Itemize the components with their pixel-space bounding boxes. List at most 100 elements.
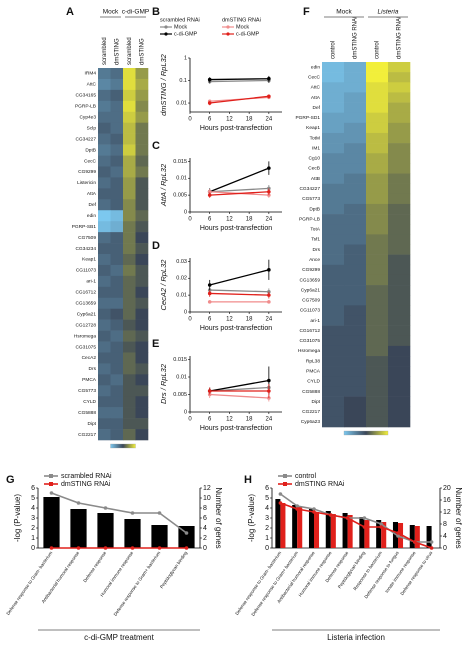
x-tick-label: 12 <box>226 117 233 123</box>
x-axis-label: Hours post-transfection <box>200 425 272 432</box>
data-point <box>184 531 189 535</box>
heatmap-cell <box>98 199 111 211</box>
heatmap-cell <box>366 112 389 124</box>
heatmap-cell <box>135 243 149 255</box>
row-label: CG5773 <box>78 388 96 394</box>
bar <box>414 526 420 548</box>
heatmap-cell <box>388 112 411 124</box>
y-axis-label: AttA / RpL32 <box>159 163 168 207</box>
heatmap-cell <box>110 352 124 364</box>
heatmap-cell <box>110 68 124 80</box>
y-tick-label: 0.015 <box>173 357 187 363</box>
x-tick-label: 12 <box>226 217 233 223</box>
heatmap-cell <box>135 133 149 145</box>
heatmap-cell <box>322 356 345 367</box>
heatmap-cell <box>110 210 124 222</box>
y-tick-label: 0.02 <box>176 276 187 282</box>
x-tick-label: 24 <box>266 117 273 123</box>
series-line <box>209 292 269 296</box>
y-tick-label: 0 <box>31 545 35 552</box>
data-point <box>184 546 189 550</box>
row-label: Drs <box>313 247 321 253</box>
heatmap-cell <box>135 254 149 266</box>
heatmap-cell <box>344 102 367 113</box>
heatmap-cell <box>366 345 389 357</box>
row-label: Sclp <box>87 125 97 131</box>
heatmap-cell <box>110 232 124 244</box>
heatmap-cell <box>123 264 136 277</box>
heatmap-cell <box>322 285 345 296</box>
column-label: dmSTING <box>114 38 120 65</box>
column-label: control <box>375 41 381 59</box>
heatmap-cell <box>110 418 124 430</box>
heatmap-cell <box>110 221 124 233</box>
heatmap-cell <box>344 234 367 245</box>
legend-label: Mock <box>174 24 187 30</box>
heatmap-cell <box>135 100 149 113</box>
x-tick-label: 18 <box>246 317 253 323</box>
row-label: AttA <box>311 95 321 101</box>
heatmap-cell <box>98 221 111 233</box>
data-point <box>207 283 212 287</box>
row-label: PGRP-LB <box>299 216 320 222</box>
row-label: edin <box>311 64 320 70</box>
y-tick-label: 3 <box>265 515 269 522</box>
x-axis-label: Hours post-transfection <box>200 225 272 232</box>
heatmap-cell <box>366 214 389 225</box>
row-label: Dipt <box>311 399 320 405</box>
heatmap-cell <box>388 356 411 367</box>
series-line <box>209 393 269 399</box>
bar <box>364 520 370 548</box>
heatmap-cell <box>123 352 136 364</box>
data-point <box>49 491 54 495</box>
data-point <box>379 522 384 526</box>
data-point <box>76 501 81 505</box>
y-tick-label: 0 <box>265 545 269 552</box>
heatmap-cell <box>388 92 411 103</box>
data-point <box>103 546 108 550</box>
heatmap-cell <box>322 82 345 93</box>
data-point <box>295 507 300 511</box>
row-label: Cyp6a21 <box>77 311 97 317</box>
heatmap-cell <box>110 166 124 178</box>
y-tick-label: 1 <box>184 55 187 61</box>
panel-letter: H <box>244 474 252 486</box>
legend-marker <box>164 25 168 29</box>
heatmap-cell <box>388 335 411 347</box>
heatmap-cell <box>322 132 345 144</box>
heatmap-cell <box>388 132 411 144</box>
heatmap-cell <box>123 396 136 408</box>
bar <box>325 511 331 548</box>
data-point <box>379 525 384 529</box>
heatmap-cell <box>135 68 149 80</box>
heatmap-cell <box>98 89 111 102</box>
row-label: DptB <box>309 206 320 212</box>
heatmap-cell <box>98 68 111 80</box>
heatmap-cell <box>322 254 345 266</box>
heatmap-cell <box>366 173 389 184</box>
heatmap-cell <box>123 78 136 91</box>
row-label: PGRP-SB1 <box>72 224 97 230</box>
row-label: CG16712 <box>299 328 320 334</box>
y-axis-label: -log (P-value) <box>247 494 256 542</box>
heatmap-cell <box>135 199 149 211</box>
legend-label: c-di-GMP <box>174 31 198 37</box>
heatmap-cell <box>322 244 345 255</box>
row-label: Hsromega <box>298 348 320 354</box>
heatmap-cell <box>366 143 389 154</box>
heatmap-cell <box>322 234 345 245</box>
row-label: CG2217 <box>302 409 320 415</box>
y2-tick-label: 4 <box>203 525 207 532</box>
heatmap-cell <box>110 264 124 277</box>
heatmap-cell <box>110 199 124 211</box>
heatmap-cell <box>123 210 136 222</box>
row-label: CG11073 <box>76 268 97 274</box>
heatmap-cell <box>123 89 136 102</box>
heatmap-cell <box>344 224 367 235</box>
y-tick-label: 0.1 <box>179 78 187 84</box>
x-tick-label: 18 <box>246 217 253 223</box>
heatmap-cell <box>344 72 367 83</box>
bar <box>292 505 298 548</box>
heatmap-cell <box>388 224 411 235</box>
heatmap-cell <box>123 68 136 80</box>
